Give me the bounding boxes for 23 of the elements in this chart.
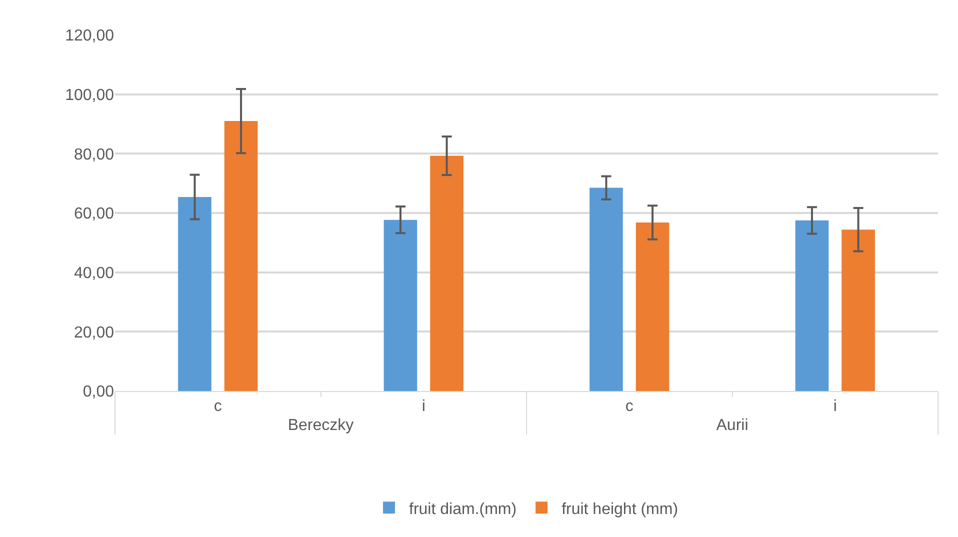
text: Aurii [716,417,748,434]
x-tick-label: c [214,398,222,416]
y-tick-label: 0,00 [82,384,114,401]
y-tick-label: 40,00 [74,264,114,282]
y-tick-label: 120,00 [65,28,114,45]
bar [636,222,670,391]
legend-label: fruit diam.(mm) [409,500,517,518]
bar [590,188,623,391]
bar [842,230,875,391]
x-tick-label: i [833,398,837,416]
text: Bereczky [288,417,354,434]
x-tick-label: i [422,398,426,416]
x-tick-label: c [625,398,634,416]
y-tick-label: 60,00 [74,206,114,223]
bar [430,156,464,391]
bar [224,121,258,391]
y-tick-label: 80,00 [74,146,114,164]
y-tick-label: 100,00 [65,86,114,104]
bar [384,220,418,391]
legend-label: fruit height (mm) [562,500,678,518]
y-tick-label: 20,00 [74,324,114,342]
bar [795,220,829,391]
bar [178,196,212,391]
